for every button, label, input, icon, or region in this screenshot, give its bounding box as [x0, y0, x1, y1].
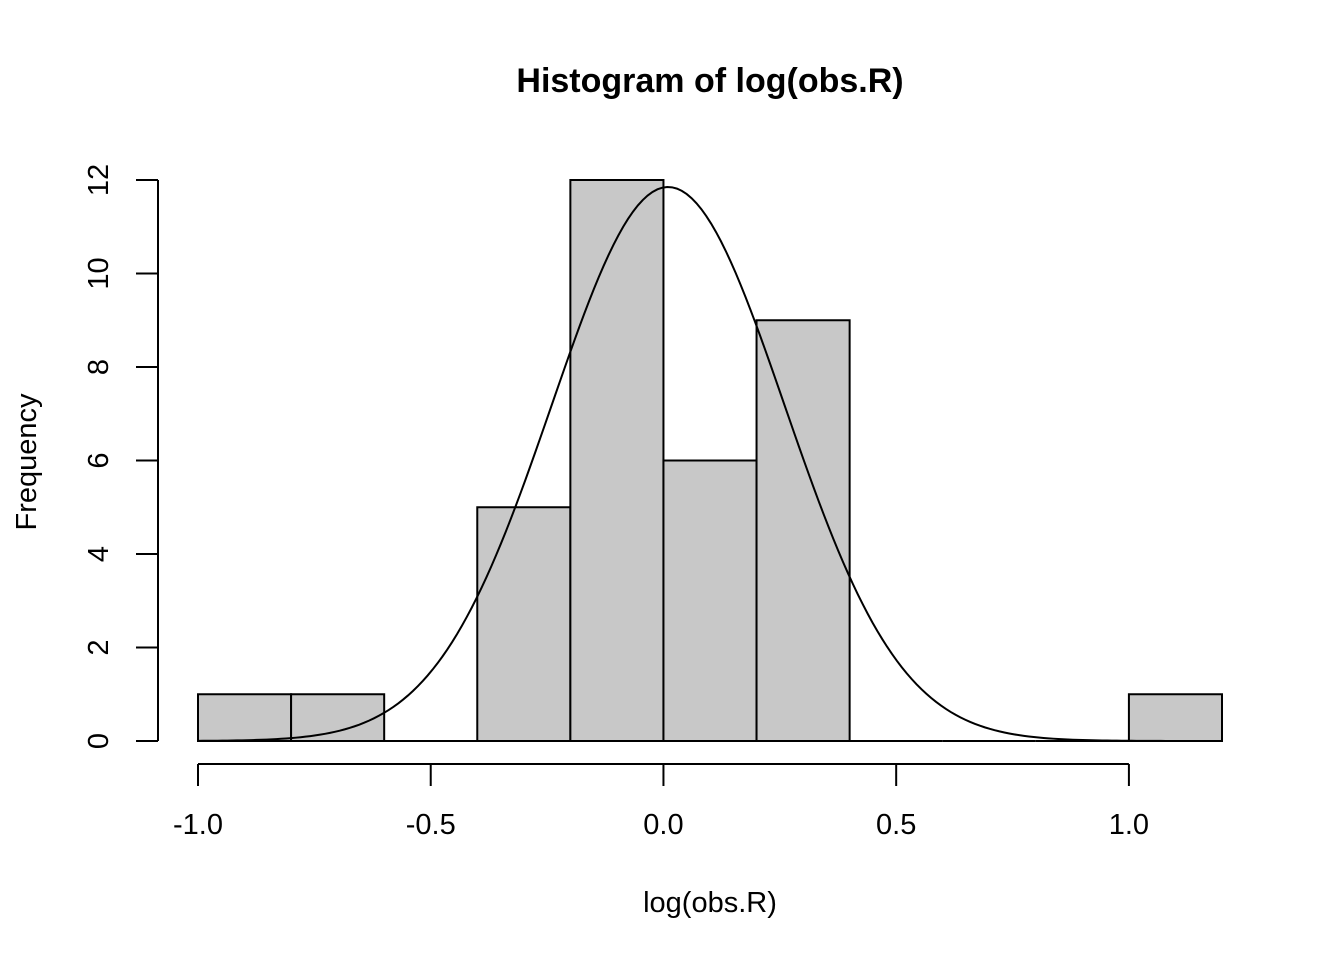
- y-tick-label: 6: [83, 452, 115, 468]
- x-tick-label: -0.5: [406, 809, 456, 841]
- histogram-bar: [569, 179, 665, 742]
- y-tick-label: 12: [83, 164, 115, 196]
- x-tick-label: 0.5: [876, 809, 916, 841]
- histogram-bar: [662, 459, 758, 742]
- histogram-bar: [290, 693, 386, 742]
- y-tick-label: 0: [83, 733, 115, 749]
- x-tick-label: 0.0: [643, 809, 683, 841]
- density-curve: [197, 186, 1176, 742]
- bars-group: [197, 179, 1223, 742]
- y-axis-label: Frequency: [11, 393, 43, 531]
- y-tick-label: 10: [83, 257, 115, 289]
- x-axis-label: log(obs.R): [643, 887, 777, 919]
- x-axis: -1.0 -0.5 0.0 0.5 1.0: [173, 763, 1149, 841]
- y-tick-label: 4: [83, 546, 115, 562]
- histogram-bar: [197, 693, 293, 742]
- y-tick-label: 2: [83, 639, 115, 655]
- histogram-bar: [755, 319, 851, 742]
- histogram-bar: [476, 506, 572, 742]
- x-tick-label: 1.0: [1109, 809, 1149, 841]
- chart-title: Histogram of log(obs.R): [516, 62, 903, 100]
- y-axis: 0 2 4 6 8 10 12: [83, 164, 159, 749]
- x-tick-label: -1.0: [173, 809, 223, 841]
- histogram-bar: [1127, 693, 1223, 742]
- y-tick-label: 8: [83, 359, 115, 375]
